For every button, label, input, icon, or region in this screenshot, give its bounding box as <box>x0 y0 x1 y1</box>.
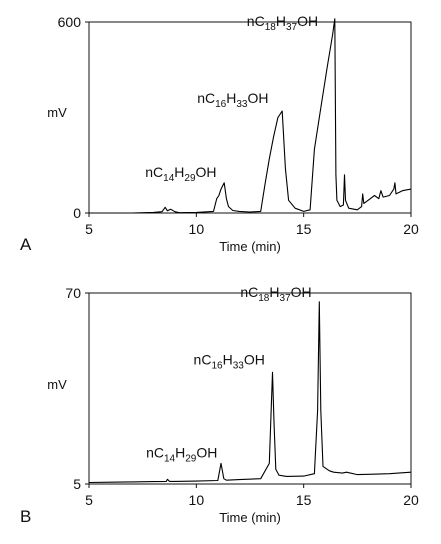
y-tick-label: 0 <box>73 205 81 221</box>
panel-label: B <box>20 507 31 526</box>
y-axis-label: mV <box>47 377 67 392</box>
peak-label: nC14H29OH <box>146 444 217 464</box>
panel-label: A <box>20 235 32 254</box>
x-tick-label: 15 <box>296 221 312 237</box>
peak-label: nC16H33OH <box>197 90 268 110</box>
x-tick-label: 20 <box>403 221 419 237</box>
y-axis-label: mV <box>47 105 67 120</box>
x-tick-label: 15 <box>296 492 312 508</box>
x-axis-label: Time (min) <box>219 510 281 525</box>
chromatogram-trace <box>88 301 412 484</box>
x-tick-label: 20 <box>403 492 419 508</box>
x-tick-label: 5 <box>85 492 93 508</box>
x-tick-label: 5 <box>85 221 93 237</box>
x-tick-label: 10 <box>189 221 205 237</box>
y-tick-label: 70 <box>65 285 81 301</box>
plot-frame <box>88 21 412 214</box>
chromatogram-trace <box>89 18 412 214</box>
peak-label: nC18H37OH <box>247 13 318 33</box>
y-tick-label: 600 <box>58 14 82 30</box>
x-tick-label: 10 <box>189 492 205 508</box>
plot-frame <box>88 292 412 485</box>
peak-label: nC16H33OH <box>194 351 265 371</box>
peak-label: nC18H37OH <box>240 284 311 304</box>
peak-label: nC14H29OH <box>145 164 216 184</box>
y-tick-label: 5 <box>73 476 81 492</box>
x-axis-label: Time (min) <box>219 239 281 254</box>
